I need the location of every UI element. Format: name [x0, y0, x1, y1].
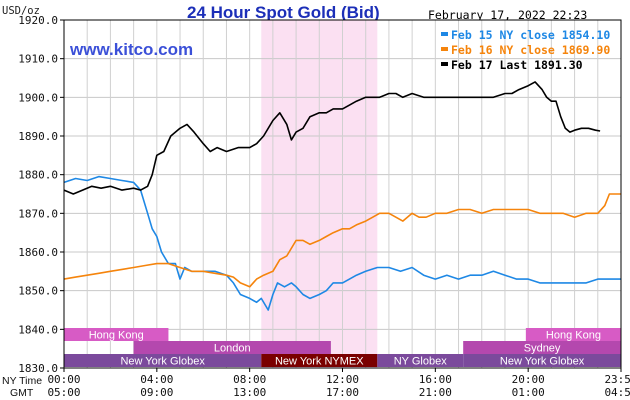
x-tick-label-ny: 08:00: [233, 373, 266, 386]
x-tick-label-ny: 12:00: [326, 373, 359, 386]
session-label: NY Globex: [394, 356, 447, 368]
series-line-feb15: [63, 175, 621, 311]
price-series: [63, 81, 621, 311]
unit-label: USD/oz: [2, 5, 40, 17]
session-label: New York Globex: [120, 356, 205, 368]
y-tick-label: 1890.0: [18, 130, 58, 143]
y-tick-label: 1830.0: [18, 362, 58, 375]
session-bar-row1: [525, 328, 621, 341]
x-tick-label-gmt: 09:00: [140, 386, 173, 399]
session-bar-row3: [64, 354, 262, 367]
x-tick-label-ny: 00:00: [47, 373, 80, 386]
x-tick-label-gmt: 21:00: [419, 386, 452, 399]
session-label: Hong Kong: [546, 330, 601, 342]
y-axis: 1830.0 1840.0 1850.0 1860.0 1870.0 1880.0 1890…: [18, 14, 64, 375]
x-tick-label-ny: 16:00: [419, 373, 452, 386]
legend-swatch: [441, 32, 448, 36]
x-tick-label-gmt: 17:00: [326, 386, 359, 399]
session-bar-row3: [377, 354, 464, 367]
session-label: Hong Kong: [89, 330, 144, 342]
session-bar-row1: [64, 328, 169, 341]
legend-swatch: [441, 62, 448, 66]
session-label: London: [214, 343, 251, 355]
series-line-feb17: [63, 81, 601, 195]
legend-entry: Feb 17 Last 1891.30: [451, 58, 583, 72]
gmt-label: GMT: [10, 387, 34, 399]
website-label[interactable]: www.kitco.com: [69, 40, 193, 59]
session-bar-row2: [463, 341, 621, 354]
series-line-feb16: [63, 193, 621, 288]
x-tick-label-gmt: 13:00: [233, 386, 266, 399]
x-tick-label-ny: 20:00: [512, 373, 545, 386]
session-bar-row2: [133, 341, 331, 354]
legend-swatch: [441, 47, 448, 51]
y-tick-label: 1850.0: [18, 285, 58, 298]
session-bar-row3: [463, 354, 621, 367]
session-bar-row3: [261, 354, 378, 367]
x-tick-label-ny: 23:59: [604, 373, 630, 386]
chart-title: 24 Hour Spot Gold (Bid): [187, 3, 380, 22]
x-tick-label-gmt: 04:59: [604, 386, 630, 399]
x-tick-label-gmt: 05:00: [47, 386, 80, 399]
y-tick-label: 1840.0: [18, 323, 58, 336]
y-tick-label: 1870.0: [18, 207, 58, 220]
legend-entry: Feb 15 NY close 1854.10: [451, 28, 610, 42]
x-tick-label-gmt: 01:00: [512, 386, 545, 399]
ny-time-label: NY Time: [2, 375, 42, 387]
y-tick-label: 1900.0: [18, 91, 58, 104]
legend-entry: Feb 16 NY close 1869.90: [451, 43, 610, 57]
session-label: Sydney: [524, 343, 561, 355]
y-tick-label: 1860.0: [18, 246, 58, 259]
y-tick-label: 1880.0: [18, 169, 58, 182]
y-tick-label: 1920.0: [18, 14, 58, 27]
session-label: New York Globex: [500, 356, 585, 368]
y-tick-label: 1910.0: [18, 53, 58, 66]
date-label: February 17, 2022 22:23: [428, 8, 587, 22]
x-tick-label-ny: 04:00: [140, 373, 173, 386]
session-label: New York NYMEX: [275, 356, 364, 368]
